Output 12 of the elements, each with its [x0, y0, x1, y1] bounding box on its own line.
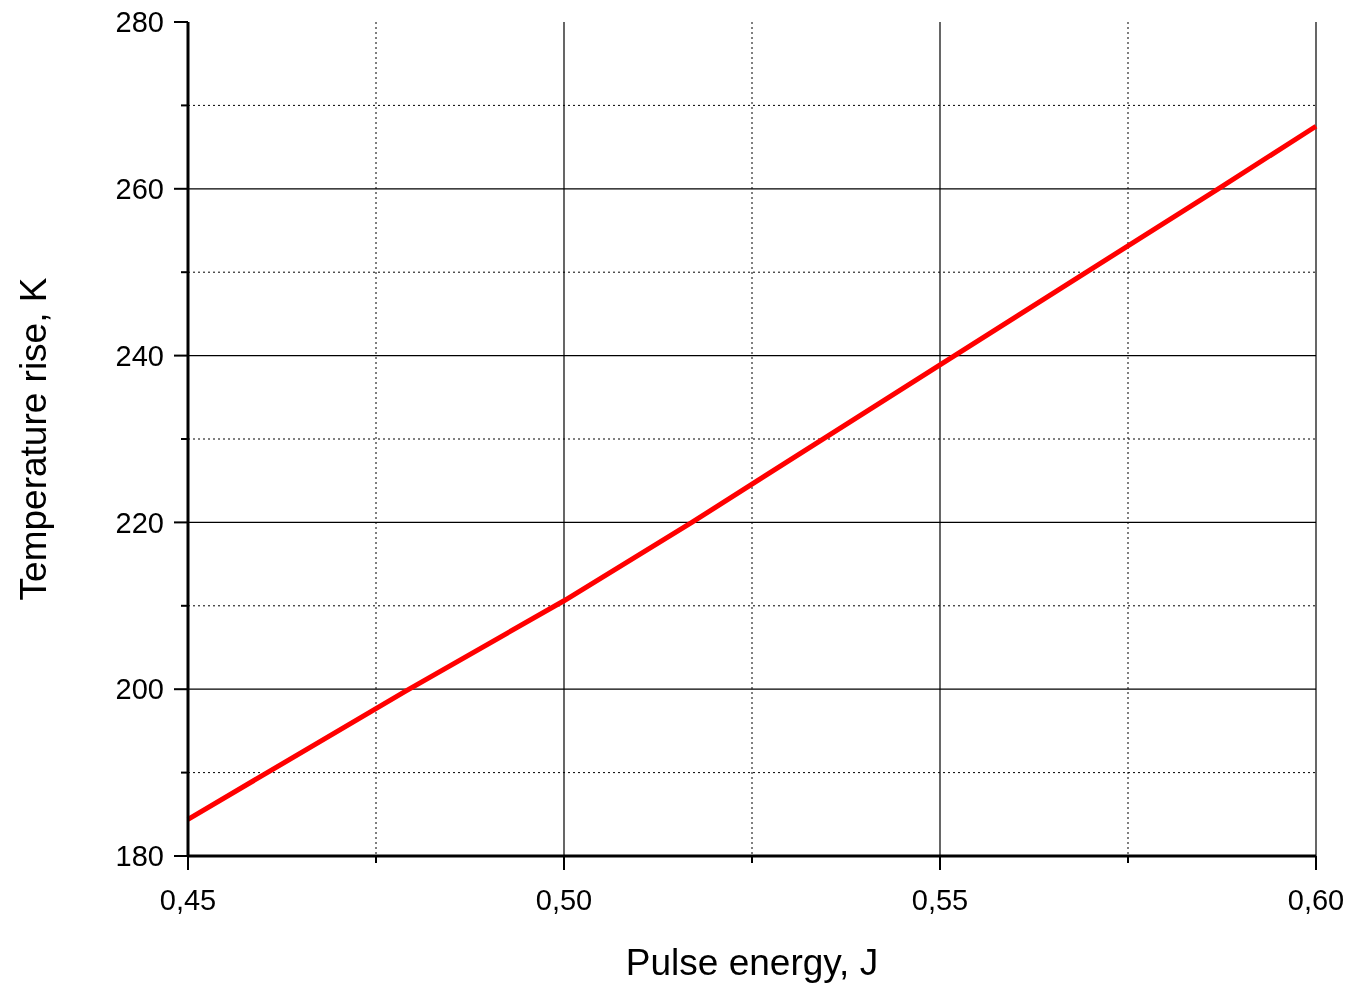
y-tick-label: 280: [115, 6, 164, 39]
y-tick-label: 200: [115, 673, 164, 706]
y-axis-title: Temperature rise, K: [13, 277, 54, 601]
x-tick-label: 0,50: [535, 884, 593, 916]
y-tick-label: 180: [115, 840, 164, 873]
y-tick-label: 240: [115, 339, 164, 372]
y-tick-label: 260: [115, 172, 164, 205]
x-tick-label: 0,45: [159, 884, 217, 916]
x-axis-title: Pulse energy, J: [625, 942, 879, 983]
y-tick-label: 220: [115, 506, 164, 539]
x-tick-label: 0,60: [1287, 884, 1345, 916]
x-tick-label: 0,55: [911, 884, 969, 916]
